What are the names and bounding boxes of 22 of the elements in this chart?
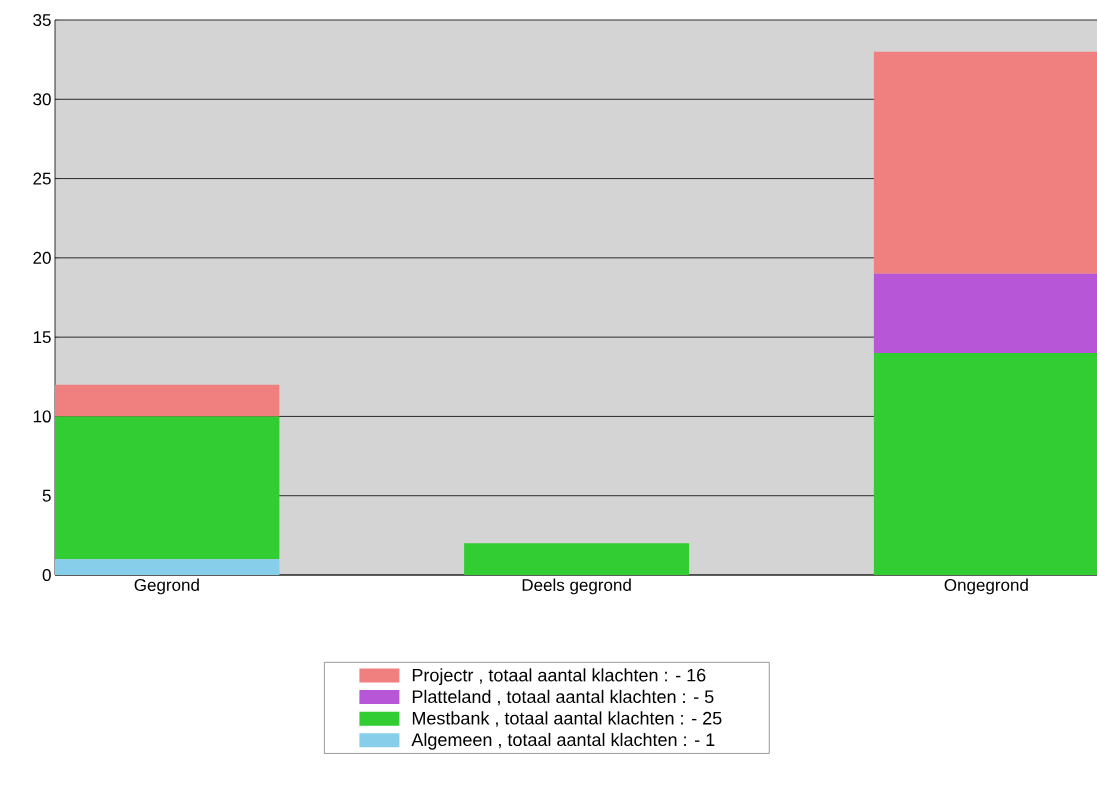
- y-tick-label: 30: [33, 93, 51, 106]
- bar: [873, 353, 1097, 575]
- y-tick-label: 0: [42, 568, 51, 582]
- x-tick-label: Ongegrond: [944, 578, 1028, 595]
- bar: [55, 559, 280, 575]
- bar: [464, 543, 690, 575]
- y-tick-label: 15: [33, 331, 51, 344]
- legend-label: Projectr , totaal aantal klachten : - 16: [412, 668, 706, 686]
- bar: [55, 416, 280, 560]
- y-tick-label: 5: [42, 489, 51, 502]
- x-tick-label: Gegrond: [134, 578, 199, 595]
- legend-label: Platteland , totaal aantal klachten : - 5: [412, 689, 714, 706]
- bar: [873, 51, 1097, 274]
- y-tick-label: 20: [33, 251, 51, 264]
- bar: [55, 384, 280, 417]
- y-tick-label: 35: [33, 13, 51, 27]
- x-tick-label: Deels gegrond: [522, 578, 631, 595]
- y-tick-label: 10: [33, 410, 51, 423]
- legend-label: Mestbank , totaal aantal klachten : - 25: [412, 711, 722, 727]
- y-tick-label: 25: [33, 172, 51, 185]
- legend-label: Algemeen , totaal aantal klachten : - 1: [411, 732, 715, 750]
- bar: [873, 273, 1097, 353]
